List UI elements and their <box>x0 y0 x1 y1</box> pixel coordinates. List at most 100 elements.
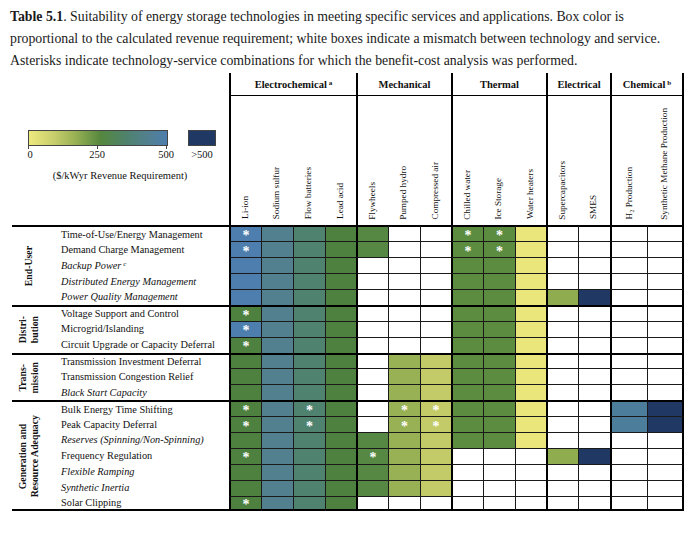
matrix-cell <box>578 400 610 416</box>
row-label-frequency-regulation: Frequency Regulation <box>45 448 229 464</box>
matrix-cell <box>229 257 261 273</box>
matrix-cell <box>578 289 610 305</box>
matrix-cell <box>546 448 578 464</box>
matrix-cell <box>451 496 483 512</box>
matrix-cell <box>356 368 388 384</box>
matrix-cell <box>325 464 356 480</box>
row-group-distri-bution: Distri- bution <box>12 305 45 353</box>
matrix-cell <box>293 257 325 273</box>
matrix-cell <box>483 321 515 337</box>
matrix-cell <box>388 448 420 464</box>
matrix-cell <box>261 464 293 480</box>
matrix-cell <box>229 273 261 289</box>
matrix-cell <box>515 321 546 337</box>
matrix-cell <box>388 480 420 496</box>
matrix-cell <box>578 448 610 464</box>
col-label-ice-storage: Ice Storage <box>483 96 515 225</box>
matrix-cell <box>325 305 356 321</box>
matrix-cell <box>293 480 325 496</box>
matrix-cell <box>388 273 420 289</box>
matrix-cell <box>483 496 515 512</box>
matrix-cell <box>546 225 578 241</box>
matrix-cell <box>647 480 684 496</box>
matrix-cell <box>546 496 578 512</box>
matrix-cell <box>356 289 388 305</box>
matrix-cell <box>356 337 388 353</box>
matrix-cell <box>610 241 647 257</box>
matrix-cell <box>356 321 388 337</box>
matrix-cell <box>578 257 610 273</box>
matrix-cell <box>578 432 610 448</box>
col-label-h-production: H₂ Production <box>610 96 647 225</box>
asterisk-marker: * <box>243 309 250 323</box>
matrix-cell <box>293 337 325 353</box>
matrix-cell <box>293 273 325 289</box>
col-label-text: Flow batteries <box>304 167 313 219</box>
matrix-cell <box>229 353 261 369</box>
matrix-cell <box>515 384 546 400</box>
matrix-cell <box>546 416 578 432</box>
row-group-label: Trans- mission <box>17 362 41 394</box>
matrix-cell <box>515 353 546 369</box>
row-label-text: Circuit Upgrade or Capacity Deferral <box>61 339 215 350</box>
row-group-end-user: End-User <box>12 225 45 304</box>
asterisk-marker: * <box>243 498 250 512</box>
matrix-cell <box>325 337 356 353</box>
matrix-cell <box>356 432 388 448</box>
matrix-cell <box>261 448 293 464</box>
matrix-cell <box>388 384 420 400</box>
matrix-cell <box>325 273 356 289</box>
matrix-cell <box>451 305 483 321</box>
matrix-cell <box>388 496 420 512</box>
matrix-cell <box>261 480 293 496</box>
col-label-text: Synthetic Methane Production <box>660 108 669 220</box>
matrix-cell <box>388 432 420 448</box>
matrix-cell <box>647 416 684 432</box>
col-label-pumped-hydro: Pumped hydro <box>388 96 420 225</box>
matrix-cell <box>546 480 578 496</box>
matrix-cell <box>515 432 546 448</box>
matrix-cell <box>647 289 684 305</box>
matrix-cell <box>610 448 647 464</box>
matrix-cell <box>515 289 546 305</box>
matrix-cell <box>293 368 325 384</box>
matrix-cell <box>356 305 388 321</box>
matrix-cell <box>293 305 325 321</box>
row-label-backup-power: Backup Powerc <box>45 257 229 273</box>
matrix-cell <box>515 416 546 432</box>
matrix-cell <box>420 448 451 464</box>
row-label-text: Flexible Ramping <box>61 466 135 477</box>
matrix-cell <box>546 384 578 400</box>
matrix-cell <box>483 257 515 273</box>
matrix-cell <box>388 464 420 480</box>
matrix-cell <box>420 353 451 369</box>
matrix-cell <box>293 448 325 464</box>
row-label-text: Peak Capacity Deferral <box>61 419 157 430</box>
matrix-cell <box>356 384 388 400</box>
row-label-text: Demand Charge Management <box>61 244 184 255</box>
matrix-cell <box>515 273 546 289</box>
matrix-cell <box>420 496 451 512</box>
matrix-cell <box>483 305 515 321</box>
col-label-text: SMES <box>589 195 598 219</box>
matrix-cell <box>610 496 647 512</box>
row-label-demand-charge-management: Demand Charge Management <box>45 241 229 257</box>
matrix-cell <box>261 225 293 241</box>
matrix-cell <box>647 400 684 416</box>
matrix-cell <box>515 241 546 257</box>
matrix-cell <box>483 368 515 384</box>
matrix-cell <box>293 464 325 480</box>
matrix-cell <box>546 337 578 353</box>
col-label-compressed-air: Compressed air <box>420 96 451 225</box>
matrix-cell <box>325 257 356 273</box>
matrix-cell <box>578 337 610 353</box>
matrix-cell <box>515 480 546 496</box>
col-group-chemical: Chemicalb <box>610 73 684 96</box>
col-label-flywheels: Flywheels <box>356 96 388 225</box>
asterisk-marker: * <box>496 229 503 243</box>
matrix-cell <box>578 241 610 257</box>
matrix-cell <box>647 448 684 464</box>
asterisk-marker: * <box>370 451 377 465</box>
suitability-table: 0 250 500 >500 ($/kWyr Revenue Requireme… <box>12 73 685 511</box>
row-group-label: End-User <box>23 246 35 286</box>
